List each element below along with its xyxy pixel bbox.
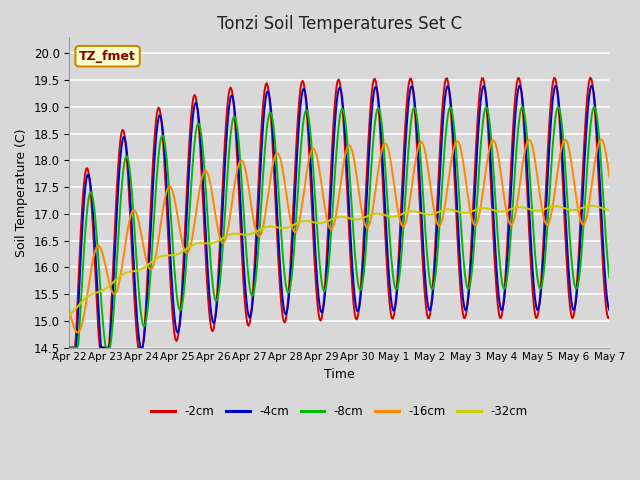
- -8cm: [293, 201, 301, 206]
- Line: -16cm: -16cm: [69, 140, 609, 333]
- -32cm: [367, 212, 375, 217]
- Line: -4cm: -4cm: [69, 86, 609, 348]
- -16cm: [235, 162, 243, 168]
- -32cm: [65, 312, 73, 318]
- -4cm: [234, 143, 241, 148]
- -2cm: [293, 128, 301, 134]
- -4cm: [588, 83, 595, 89]
- -2cm: [556, 122, 564, 128]
- -2cm: [605, 314, 613, 320]
- -32cm: [293, 220, 301, 226]
- -4cm: [65, 345, 73, 350]
- -8cm: [367, 161, 375, 167]
- -32cm: [234, 231, 241, 237]
- -32cm: [462, 210, 470, 216]
- Line: -8cm: -8cm: [69, 107, 609, 348]
- -2cm: [462, 311, 470, 316]
- -2cm: [65, 345, 73, 350]
- -4cm: [293, 152, 301, 158]
- -16cm: [65, 309, 73, 314]
- -2cm: [586, 75, 594, 81]
- -4cm: [462, 307, 470, 313]
- Legend: -2cm, -4cm, -8cm, -16cm, -32cm: -2cm, -4cm, -8cm, -16cm, -32cm: [147, 400, 532, 422]
- -8cm: [519, 104, 527, 110]
- Text: TZ_fmet: TZ_fmet: [79, 50, 136, 63]
- -4cm: [394, 285, 401, 290]
- -16cm: [605, 174, 613, 180]
- -8cm: [557, 114, 564, 120]
- -2cm: [234, 159, 241, 165]
- -4cm: [605, 307, 613, 313]
- -16cm: [463, 189, 471, 195]
- -16cm: [557, 148, 564, 154]
- -32cm: [588, 203, 595, 208]
- Line: -2cm: -2cm: [69, 78, 609, 348]
- Line: -32cm: -32cm: [69, 205, 609, 315]
- -2cm: [394, 275, 401, 280]
- -32cm: [556, 204, 564, 210]
- X-axis label: Time: Time: [324, 368, 355, 381]
- -8cm: [394, 285, 401, 290]
- -4cm: [367, 112, 375, 118]
- -16cm: [395, 211, 403, 217]
- -16cm: [74, 330, 81, 336]
- -16cm: [598, 137, 605, 143]
- -4cm: [556, 110, 564, 116]
- -8cm: [605, 275, 613, 280]
- Title: Tonzi Soil Temperatures Set C: Tonzi Soil Temperatures Set C: [217, 15, 462, 33]
- -16cm: [369, 206, 376, 212]
- Y-axis label: Soil Temperature (C): Soil Temperature (C): [15, 128, 28, 257]
- -8cm: [234, 126, 241, 132]
- -2cm: [367, 92, 375, 98]
- -32cm: [605, 207, 613, 213]
- -16cm: [294, 223, 302, 229]
- -32cm: [394, 213, 401, 219]
- -8cm: [65, 345, 73, 350]
- -8cm: [462, 280, 470, 286]
